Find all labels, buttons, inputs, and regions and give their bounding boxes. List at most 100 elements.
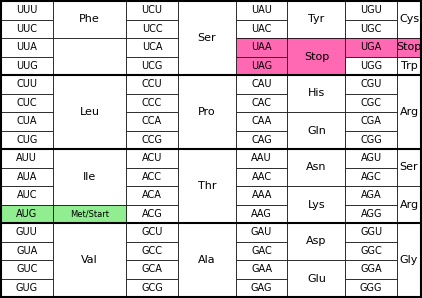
Bar xyxy=(345,94,397,112)
Bar xyxy=(345,186,397,204)
Text: Thr: Thr xyxy=(197,181,216,191)
Bar xyxy=(236,94,287,112)
Text: ACU: ACU xyxy=(142,153,162,163)
Bar xyxy=(1,204,53,223)
Text: GGC: GGC xyxy=(360,246,382,256)
Bar xyxy=(345,57,397,75)
Bar xyxy=(236,75,287,94)
Bar xyxy=(345,279,397,297)
Bar xyxy=(345,131,397,149)
Bar xyxy=(236,149,287,167)
Text: Val: Val xyxy=(81,255,98,265)
Bar xyxy=(345,167,397,186)
Bar xyxy=(345,149,397,167)
Bar xyxy=(126,223,178,241)
Bar xyxy=(1,167,53,186)
Bar xyxy=(126,1,178,19)
Bar xyxy=(126,131,178,149)
Bar xyxy=(53,75,126,149)
Bar xyxy=(1,38,53,57)
Bar xyxy=(236,204,287,223)
Text: Ile: Ile xyxy=(83,172,96,182)
Bar xyxy=(345,1,397,19)
Bar xyxy=(126,167,178,186)
Text: ACC: ACC xyxy=(142,172,162,182)
Text: Ser: Ser xyxy=(400,162,418,173)
Bar xyxy=(1,94,53,112)
Bar xyxy=(397,1,421,38)
Bar xyxy=(1,1,53,19)
Text: CCA: CCA xyxy=(142,116,162,126)
Bar xyxy=(236,223,287,241)
Text: GUU: GUU xyxy=(16,227,38,237)
Text: CUC: CUC xyxy=(16,98,37,108)
Text: GAG: GAG xyxy=(251,283,272,293)
Bar xyxy=(1,57,53,75)
Text: CUU: CUU xyxy=(16,79,37,89)
Text: Cys: Cys xyxy=(399,15,419,24)
Text: UAC: UAC xyxy=(252,24,272,34)
Bar xyxy=(1,279,53,297)
Text: Arg: Arg xyxy=(400,107,419,117)
Bar xyxy=(126,94,178,112)
Text: CCU: CCU xyxy=(142,79,162,89)
Text: GAA: GAA xyxy=(251,264,272,274)
Text: AUG: AUG xyxy=(16,209,38,219)
Bar xyxy=(345,260,397,279)
Text: CAA: CAA xyxy=(252,116,272,126)
Bar xyxy=(345,112,397,131)
Bar xyxy=(397,149,421,186)
Text: UAG: UAG xyxy=(251,61,272,71)
Text: UCC: UCC xyxy=(142,24,162,34)
Bar xyxy=(53,223,126,297)
Bar xyxy=(126,19,178,38)
Bar xyxy=(397,223,421,297)
Bar xyxy=(345,38,397,57)
Text: His: His xyxy=(308,89,325,99)
Text: GGU: GGU xyxy=(360,227,382,237)
Text: Pro: Pro xyxy=(198,107,216,117)
Bar xyxy=(1,186,53,204)
Text: Ala: Ala xyxy=(198,255,216,265)
Bar xyxy=(126,75,178,94)
Text: CGC: CGC xyxy=(361,98,382,108)
Bar xyxy=(236,38,287,57)
Bar xyxy=(126,260,178,279)
Text: Stop: Stop xyxy=(396,42,422,52)
Text: CUA: CUA xyxy=(16,116,37,126)
Text: GUA: GUA xyxy=(16,246,38,256)
Text: AAA: AAA xyxy=(252,190,272,200)
Text: Phe: Phe xyxy=(79,15,100,24)
Text: GGA: GGA xyxy=(360,264,382,274)
Text: Arg: Arg xyxy=(400,199,419,209)
Bar xyxy=(236,112,287,131)
Text: GUC: GUC xyxy=(16,264,38,274)
Text: AUU: AUU xyxy=(16,153,37,163)
Text: AAG: AAG xyxy=(251,209,272,219)
Bar xyxy=(1,19,53,38)
Bar xyxy=(178,1,236,75)
Bar xyxy=(1,149,53,167)
Text: AAU: AAU xyxy=(251,153,272,163)
Bar xyxy=(236,57,287,75)
Bar xyxy=(53,38,126,75)
Text: CGG: CGG xyxy=(360,135,382,145)
Text: UGU: UGU xyxy=(360,5,382,15)
Bar xyxy=(287,38,345,75)
Bar xyxy=(126,186,178,204)
Bar xyxy=(126,241,178,260)
Text: Asn: Asn xyxy=(306,162,327,173)
Bar xyxy=(126,57,178,75)
Bar xyxy=(1,131,53,149)
Bar xyxy=(287,186,345,223)
Bar xyxy=(53,204,126,223)
Text: Asp: Asp xyxy=(306,237,327,246)
Text: Ser: Ser xyxy=(197,33,216,43)
Bar xyxy=(397,186,421,223)
Text: UCA: UCA xyxy=(142,42,162,52)
Text: Tyr: Tyr xyxy=(308,15,325,24)
Text: Stop: Stop xyxy=(304,52,329,61)
Bar xyxy=(236,279,287,297)
Text: GCC: GCC xyxy=(141,246,162,256)
Text: CAU: CAU xyxy=(252,79,272,89)
